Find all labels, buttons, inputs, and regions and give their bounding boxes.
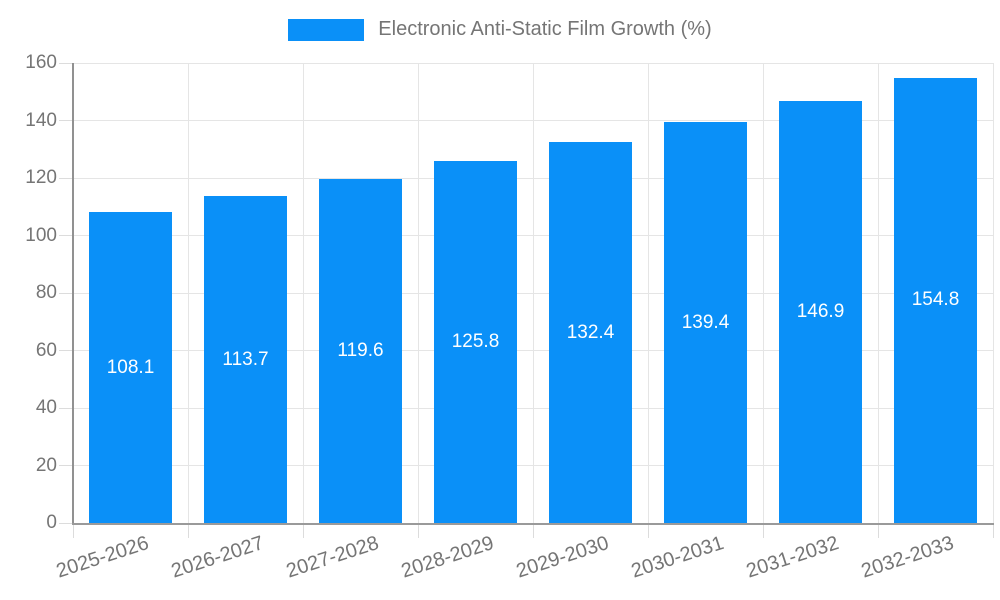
x-axis-tick [532,524,534,538]
x-axis-label: 2028-2029 [398,532,497,583]
bar-value-label: 108.1 [106,356,155,378]
x-axis-line [72,523,994,525]
bar [549,142,632,523]
y-axis-tick [59,407,73,409]
x-axis-tick [647,524,649,538]
y-axis-line [72,63,74,525]
x-axis-label: 2030-2031 [628,532,727,583]
x-axis-tick [762,524,764,538]
x-axis-label: 2031-2032 [743,532,842,583]
bar-value-label: 154.8 [911,289,960,311]
x-axis-tick [72,524,74,538]
chart-legend-item[interactable]: Electronic Anti-Static Film Growth (%) [0,18,1000,41]
bar-value-label: 119.6 [337,340,384,362]
bar-value-label: 146.9 [796,300,845,322]
bar-value-label: 139.4 [681,311,730,333]
y-axis-label: 0 [46,512,57,533]
x-axis-label: 2027-2028 [283,532,382,583]
bar-value-label: 132.4 [566,321,615,343]
bar [779,100,862,523]
y-axis-tick [59,350,73,351]
y-axis-label: 20 [35,454,57,476]
bar-value-label: 125.8 [451,331,500,353]
x-axis-label: 2032-2033 [858,532,957,583]
v-gridline [647,63,649,523]
bar [319,179,402,523]
x-axis-label: 2026-2027 [168,532,267,583]
y-axis-tick [59,235,73,236]
y-axis-tick [59,62,73,64]
y-axis-tick [59,177,73,179]
v-gridline [762,63,764,523]
bar [204,196,287,523]
y-axis-label: 60 [35,339,57,361]
legend-label: Electronic Anti-Static Film Growth (%) [378,18,712,40]
x-axis-tick [877,524,879,538]
x-axis-label: 2029-2030 [513,532,612,583]
v-gridline [532,63,534,523]
v-gridline [302,63,304,523]
v-gridline [417,63,419,523]
y-axis-tick [59,522,73,524]
y-axis-label: 80 [35,282,57,303]
x-axis-tick [417,524,419,538]
bar [89,212,172,523]
y-axis-tick [59,120,73,121]
y-axis-tick [59,465,73,466]
v-gridline [877,63,879,523]
y-axis-label: 40 [35,397,57,418]
v-gridline [992,63,994,523]
y-axis-label: 120 [25,167,57,188]
bar [894,77,977,523]
x-axis-tick [302,524,304,538]
bar-value-label: 113.7 [222,348,269,370]
bar [434,161,517,523]
x-axis-label: 2025-2026 [53,532,152,583]
x-axis-tick [992,524,994,538]
y-axis-label: 160 [25,52,57,73]
y-axis-label: 140 [25,109,57,131]
legend-swatch [288,18,365,41]
y-axis-label: 100 [25,224,57,246]
bar [664,122,747,523]
v-gridline [187,63,189,523]
y-axis-tick [59,292,73,294]
x-axis-tick [187,524,189,538]
